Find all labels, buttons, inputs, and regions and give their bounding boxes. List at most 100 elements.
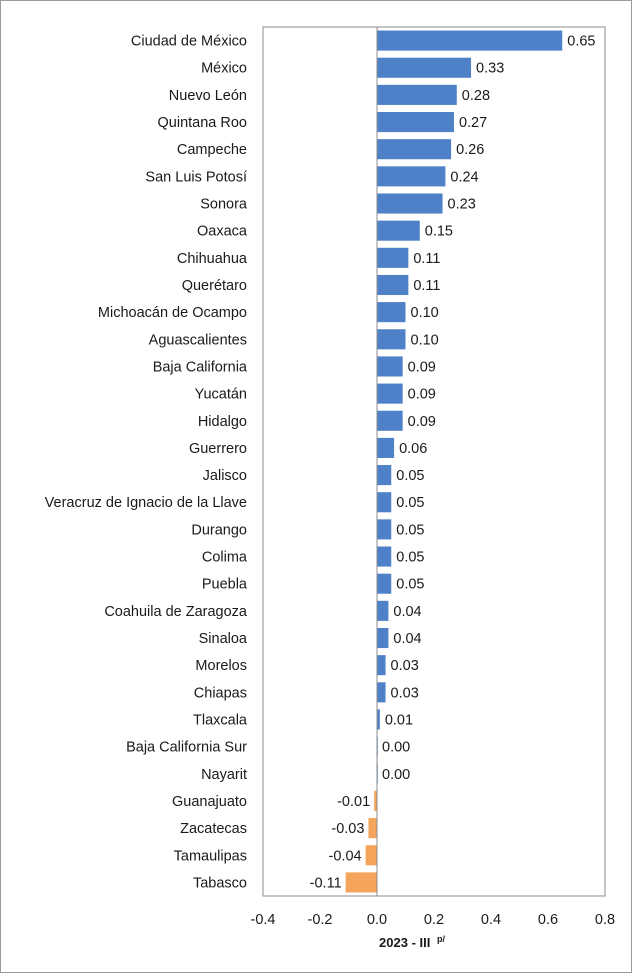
category-label: Colima: [202, 550, 248, 566]
bar: [345, 872, 377, 893]
category-label: Sonora: [200, 197, 248, 213]
category-label: Chiapas: [194, 685, 247, 701]
bars-group: [345, 30, 563, 893]
bar: [374, 790, 377, 812]
bar: [377, 274, 409, 296]
category-label: Yucatán: [195, 387, 247, 403]
bar: [377, 492, 392, 513]
x-axis-title-main: 2023 - III: [379, 935, 430, 950]
x-tick-label: 0.0: [367, 912, 387, 928]
data-label: 0.27: [459, 115, 487, 131]
bar: [377, 465, 392, 486]
category-label: Guerrero: [189, 441, 247, 457]
bar: [377, 329, 406, 350]
data-label: 0.05: [396, 522, 424, 538]
x-tick-label: 0.4: [481, 912, 501, 928]
data-label: 0.05: [396, 550, 424, 566]
data-label: 0.09: [408, 414, 436, 430]
bar: [368, 818, 377, 839]
bar: [377, 111, 454, 133]
category-label: Tamaulipas: [174, 848, 247, 864]
data-label: 0.03: [391, 685, 419, 701]
bar: [377, 600, 389, 621]
data-label: 0.05: [396, 577, 424, 593]
bar: [377, 30, 563, 51]
data-label: 0.05: [396, 495, 424, 511]
category-label: Puebla: [202, 577, 248, 593]
data-label: 0.01: [385, 712, 413, 728]
data-label: -0.03: [331, 821, 364, 837]
category-label: Querétaro: [182, 278, 247, 294]
x-tick-label: 0.8: [595, 912, 615, 928]
data-label: -0.01: [337, 794, 370, 810]
category-label: Guanajuato: [172, 794, 247, 810]
x-axis-title-superscript: p/: [437, 934, 445, 944]
data-label: 0.00: [382, 740, 410, 756]
data-label: 0.33: [476, 61, 504, 77]
category-label: Oaxaca: [197, 224, 248, 240]
data-label: 0.06: [399, 441, 427, 457]
data-label: -0.11: [310, 875, 342, 891]
bar: [377, 709, 380, 730]
bar: [377, 166, 446, 187]
x-tick-label: -0.2: [308, 912, 333, 928]
data-label: -0.04: [329, 848, 362, 864]
bar: [377, 655, 386, 676]
category-label: Zacatecas: [180, 821, 247, 837]
data-label: 0.11: [413, 251, 440, 267]
bar: [377, 573, 392, 594]
data-label: 0.10: [411, 305, 439, 321]
data-labels: 0.65 0.33 0.28 0.27 0.26 0.24 0.23 0.15 0.11 0.11…: [310, 34, 596, 892]
x-tick-label: 0.6: [538, 912, 558, 928]
data-label: 0.26: [456, 142, 484, 158]
data-label: 0.10: [411, 332, 439, 348]
category-label: Chihuahua: [177, 251, 248, 267]
bar: [377, 682, 386, 703]
category-label: Nayarit: [201, 767, 247, 783]
x-axis-title: 2023 - III p/: [379, 934, 445, 950]
data-label: 0.05: [396, 468, 424, 484]
category-label: San Luis Potosí: [145, 169, 247, 185]
data-label: 0.00: [382, 767, 410, 783]
bar: [377, 356, 403, 377]
category-label: Quintana Roo: [158, 115, 247, 131]
category-label: Aguascalientes: [149, 332, 247, 348]
data-label: 0.28: [462, 88, 490, 104]
data-label: 0.23: [448, 197, 476, 213]
data-label: 0.15: [425, 224, 453, 240]
bar: [377, 193, 443, 214]
data-label: 0.09: [408, 359, 436, 375]
x-tick-label: 0.2: [424, 912, 444, 928]
category-label: México: [201, 61, 247, 77]
bar: [377, 627, 389, 649]
bar: [377, 57, 472, 78]
category-label: Coahuila de Zaragoza: [104, 604, 248, 620]
data-label: 0.11: [413, 278, 440, 294]
category-label: Nuevo León: [169, 88, 247, 104]
bar: [377, 84, 457, 105]
data-label: 0.24: [450, 169, 478, 185]
x-tick-label: -0.4: [251, 912, 276, 928]
category-label: Jalisco: [203, 468, 247, 484]
data-label: 0.09: [408, 387, 436, 403]
category-label: Campeche: [177, 142, 247, 158]
bar: [377, 139, 452, 160]
bar: [365, 845, 377, 866]
category-label: Hidalgo: [198, 414, 247, 430]
category-label: Morelos: [195, 658, 247, 674]
category-label: Veracruz de Ignacio de la Llave: [45, 495, 247, 511]
data-label: 0.65: [567, 34, 595, 50]
bar: [377, 383, 403, 404]
bar: [377, 220, 420, 241]
data-label: 0.03: [391, 658, 419, 674]
x-axis-ticks: -0.4 -0.2 0.0 0.2 0.4 0.6 0.8: [251, 912, 616, 928]
category-label: Tabasco: [193, 875, 247, 891]
category-label: Michoacán de Ocampo: [98, 305, 247, 321]
category-label: Baja California: [153, 359, 248, 375]
bar: [377, 410, 403, 431]
category-labels: Ciudad de México México Nuevo León Quintana…: [45, 34, 248, 892]
bar: [377, 546, 392, 567]
category-label: Tlaxcala: [193, 712, 248, 728]
category-label: Durango: [191, 522, 247, 538]
